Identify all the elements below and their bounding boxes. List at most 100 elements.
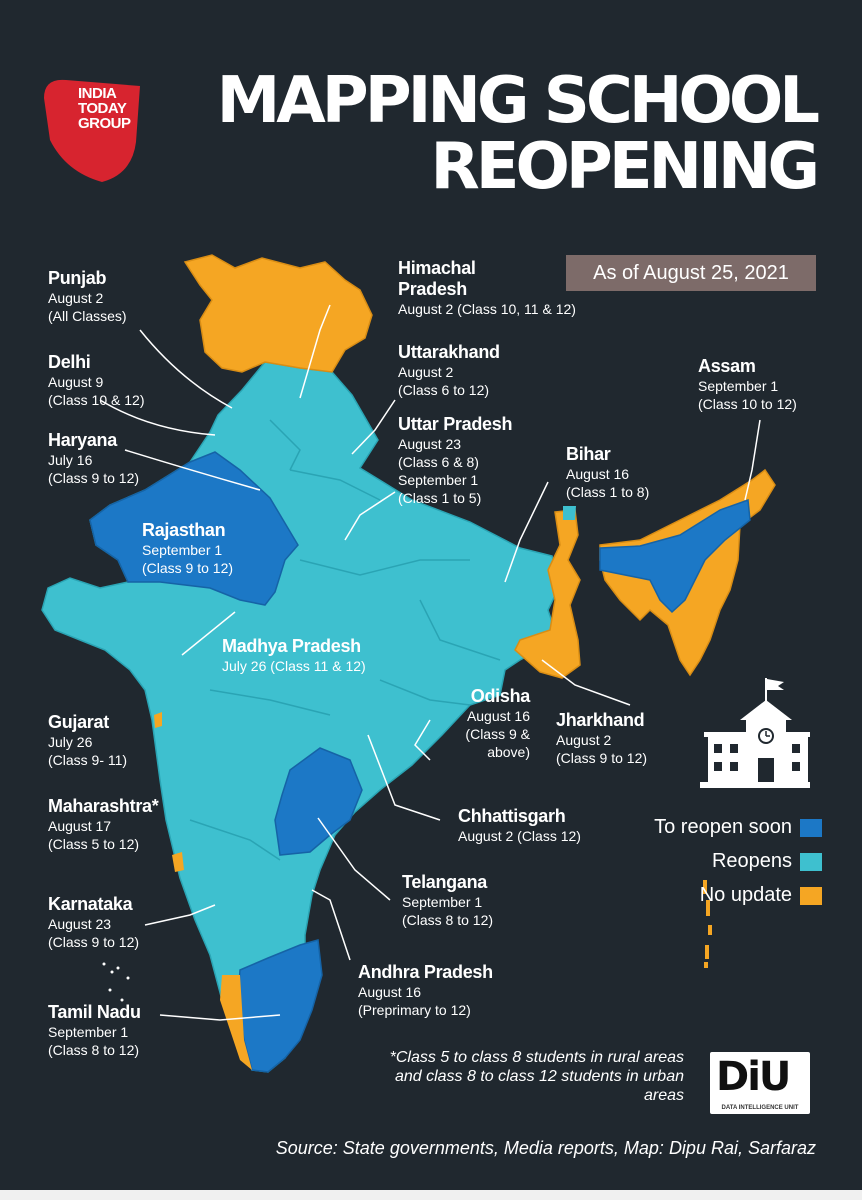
state-classes: (Class 1 to 8) <box>566 484 650 500</box>
state-date: August 9 <box>48 374 104 390</box>
map-region-andaman <box>703 880 712 968</box>
state-name: Rajasthan <box>142 520 226 540</box>
map-region-north <box>183 254 373 373</box>
state-date: August 2 <box>398 364 454 380</box>
logo-line-1: INDIA <box>78 85 117 102</box>
state-classes: (Class 6 to 12) <box>398 382 490 398</box>
state-classes: (Class 9 & above) <box>465 726 530 760</box>
label-jharkhand: Jharkhand August 2 (Class 9 to 12) <box>556 710 647 767</box>
state-date: August 23 <box>398 436 462 452</box>
state-classes: (Class 9 to 12) <box>48 470 140 486</box>
label-punjab: Punjab August 2 (All Classes) <box>48 268 127 325</box>
state-name: Himachal Pradesh <box>398 258 476 299</box>
state-name: Telangana <box>402 872 487 892</box>
flag-icon <box>765 678 784 702</box>
diu-logo-mark: DiU <box>716 1054 791 1100</box>
map-region-goa <box>172 852 184 872</box>
state-name: Assam <box>698 356 756 376</box>
label-odisha: Odisha August 16 (Class 9 & above) <box>420 686 530 761</box>
map-region-west-bengal <box>514 509 581 679</box>
state-date: July 26 (Class 11 & 12) <box>222 658 366 674</box>
legend-item-reopen-soon: To reopen soon <box>654 816 822 839</box>
label-uttar-pradesh: Uttar Pradesh August 23 (Class 6 & 8) Se… <box>398 414 512 507</box>
state-name: Bihar <box>566 444 611 464</box>
legend-item-reopens: Reopens <box>712 850 822 873</box>
label-rajasthan: Rajasthan September 1 (Class 9 to 12) <box>142 520 233 577</box>
state-date: August 2 (Class 12) <box>458 828 581 844</box>
state-name: Gujarat <box>48 712 109 732</box>
state-date: August 23 <box>48 916 112 932</box>
legend-label: To reopen soon <box>654 816 792 838</box>
state-date: August 16 <box>566 466 630 482</box>
diu-logo-sub: DATA INTELLIGENCE UNIT <box>721 1105 799 1111</box>
state-date: August 2 <box>556 732 612 748</box>
state-classes: (Class 10 & 12) <box>48 392 145 408</box>
legend-swatch <box>800 852 822 871</box>
map-region-rajasthan <box>89 451 299 606</box>
state-classes: (Class 8 to 12) <box>402 912 494 928</box>
state-date: July 26 <box>48 734 93 750</box>
state-classes: (Class 9 to 12) <box>556 750 648 766</box>
state-classes: (Class 10 to 12) <box>698 396 797 412</box>
state-name: Punjab <box>48 268 107 288</box>
map-region-diu <box>154 712 162 728</box>
state-date: August 16 <box>466 708 530 724</box>
state-date: September 1 <box>142 542 223 558</box>
label-haryana: Haryana July 16 (Class 9 to 12) <box>48 430 139 487</box>
date-badge: As of August 25, 2021 <box>566 255 816 291</box>
state-classes: (Class 9- 11) <box>48 752 128 768</box>
legend-swatch <box>800 886 822 905</box>
page-title: MAPPING SCHOOL REOPENING <box>216 64 821 204</box>
map-region-lakshadweep <box>102 962 130 1002</box>
label-telangana: Telangana September 1 (Class 8 to 12) <box>402 872 493 929</box>
state-classes: (Preprimary to 12) <box>358 1002 471 1018</box>
map-region-assam <box>599 498 751 614</box>
label-uttarakhand: Uttarakhand August 2 (Class 6 to 12) <box>398 342 500 399</box>
label-andhra-pradesh: Andhra Pradesh August 16 (Preprimary to … <box>358 962 493 1019</box>
label-assam: Assam September 1 (Class 10 to 12) <box>698 356 797 413</box>
logo-wordmark: INDIA TODAY GROUP <box>78 86 148 131</box>
label-gujarat: Gujarat July 26 (Class 9- 11) <box>48 712 127 769</box>
state-name: Andhra Pradesh <box>358 962 493 982</box>
state-name: Karnataka <box>48 894 133 914</box>
map-region-kerala <box>220 975 252 1070</box>
state-classes: (Class 9 to 12) <box>142 560 234 576</box>
state-date: August 17 <box>48 818 112 834</box>
state-date: September 1 <box>402 894 483 910</box>
label-bihar: Bihar August 16 (Class 1 to 8) <box>566 444 649 501</box>
state-date: September 1 <box>698 378 779 394</box>
label-tamil-nadu: Tamil Nadu September 1 (Class 8 to 12) <box>48 1002 141 1059</box>
state-classes: (Class 6 & 8) <box>398 454 479 470</box>
label-karnataka: Karnataka August 23 (Class 9 to 12) <box>48 894 139 951</box>
footnote: *Class 5 to class 8 students in rural ar… <box>389 1049 684 1104</box>
legend-label: No update <box>699 884 792 906</box>
state-name: Madhya Pradesh <box>222 636 361 656</box>
india-today-logo-icon <box>44 79 140 182</box>
state-name: Haryana <box>48 430 117 450</box>
state-name: Uttar Pradesh <box>398 414 513 434</box>
state-name: Maharashtra* <box>48 796 159 816</box>
logo-line-3: GROUP <box>78 115 131 132</box>
state-name: Chhattisgarh <box>458 806 566 826</box>
state-name: Tamil Nadu <box>48 1002 141 1022</box>
title-line-2: REOPENING <box>430 130 821 204</box>
state-date: September 1 <box>398 472 479 488</box>
label-maharashtra: Maharashtra* August 17 (Class 5 to 12) <box>48 796 159 853</box>
title-line-1: MAPPING SCHOOL <box>216 64 820 138</box>
legend-swatch <box>800 818 822 837</box>
state-date: August 16 <box>358 984 422 1000</box>
state-name: Jharkhand <box>556 710 645 730</box>
state-name: Delhi <box>48 352 91 372</box>
school-building-icon <box>700 678 810 788</box>
state-classes: (Class 9 to 12) <box>48 934 140 950</box>
state-name: Uttarakhand <box>398 342 500 362</box>
state-classes: (Class 5 to 12) <box>48 836 140 852</box>
state-classes: (Class 8 to 12) <box>48 1042 140 1058</box>
state-name: Odisha <box>470 686 531 706</box>
label-madhya-pradesh: Madhya Pradesh July 26 (Class 11 & 12) <box>222 636 366 675</box>
state-date: August 2 <box>48 290 104 306</box>
state-boundaries <box>189 419 501 861</box>
bottom-strip <box>0 1190 862 1200</box>
